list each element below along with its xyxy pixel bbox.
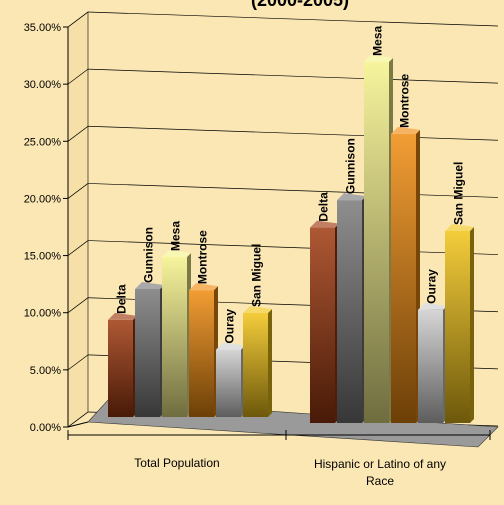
bar-label: Montrose (196, 230, 210, 284)
category-label: Hispanic or Latino of any (314, 457, 446, 471)
chart-walls (67, 11, 89, 428)
y-tick-label: 25.00% (24, 136, 62, 148)
bar-label: Ouray (223, 309, 237, 344)
category-label: Total Population (134, 456, 219, 470)
y-tick-label: 0.00% (30, 422, 61, 434)
bar (445, 224, 474, 423)
bar (391, 126, 420, 423)
y-tick-label: 20.00% (24, 193, 62, 205)
bar (108, 312, 137, 417)
bar-label: Delta (115, 284, 129, 314)
chart-title: (2000-2005) (251, 0, 349, 10)
y-axis-ticks: 0.00% 5.00% 10.00% 15.00% 20.00% 25.00% 30.00%… (24, 22, 68, 434)
bar (337, 193, 366, 423)
bar (189, 283, 218, 417)
y-tick-label: 35.00% (24, 22, 62, 34)
bar-label: Mesa (371, 26, 385, 56)
bar (135, 282, 164, 417)
bar-label: San Miguel (250, 244, 264, 307)
bar (162, 250, 191, 417)
bar-label: Delta (317, 192, 331, 222)
bar-label: Ouray (425, 269, 439, 304)
y-tick-label: 30.00% (24, 79, 62, 91)
bar (310, 220, 339, 423)
bar-label: Mesa (169, 221, 183, 251)
bar-label: Gunnison (344, 138, 358, 194)
y-tick-label: 10.00% (24, 308, 62, 320)
y-tick-label: 5.00% (30, 365, 61, 377)
bar-label: Montrose (398, 74, 412, 128)
y-tick-label: 15.00% (24, 251, 62, 263)
bar (418, 302, 447, 423)
bar (243, 306, 272, 417)
bar (364, 54, 393, 423)
category-labels: Total Population Hispanic or Latino of an… (67, 430, 491, 488)
bar-label: Gunnison (142, 227, 156, 283)
bar-label: San Miguel (452, 162, 466, 225)
bar (216, 342, 245, 417)
category-label: Race (366, 474, 394, 488)
bar-labels: Delta Gunnison Mesa Montrose Ouray San Miguel… (115, 26, 466, 344)
bars (108, 54, 474, 423)
